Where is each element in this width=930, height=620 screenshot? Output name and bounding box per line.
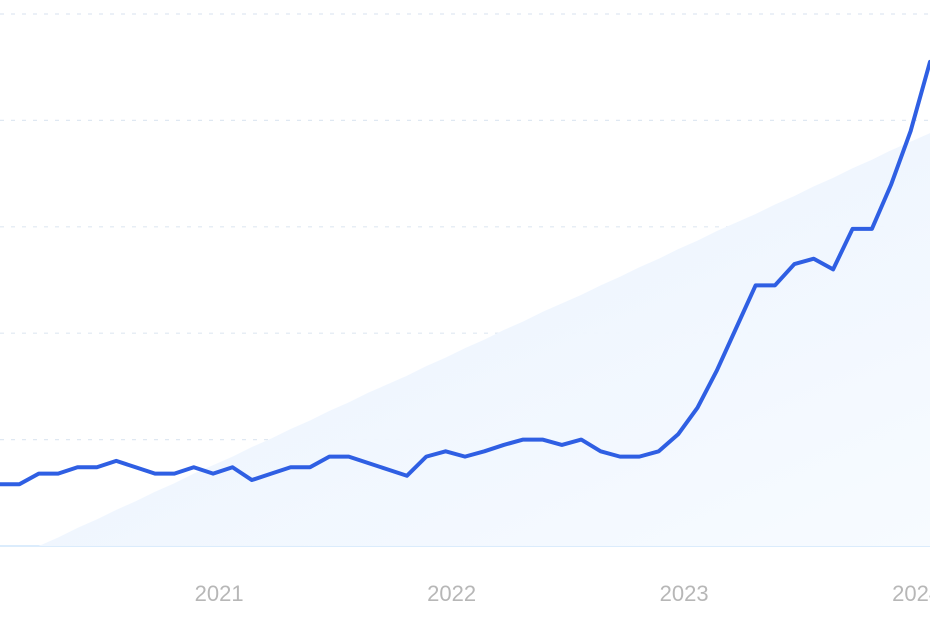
x-tick-label: 2023: [660, 581, 709, 606]
trend-layer: [0, 133, 930, 546]
x-tick-label: 2024: [892, 581, 930, 606]
series-layer: [0, 59, 930, 487]
x-axis-ticks: 2021 2022 2023 2024: [195, 581, 930, 606]
series-line: [0, 59, 930, 487]
trend-area: [0, 133, 930, 546]
x-tick-label: 2021: [195, 581, 244, 606]
x-tick-label: 2022: [427, 581, 476, 606]
